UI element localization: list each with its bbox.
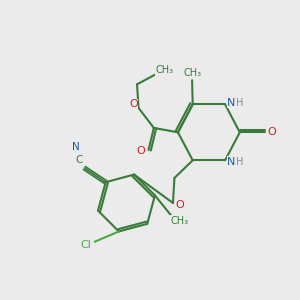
Text: N: N [72,142,80,152]
Text: O: O [175,200,184,210]
Text: H: H [236,98,244,108]
Text: N: N [227,98,236,108]
Text: CH₃: CH₃ [183,68,201,78]
Text: C: C [75,155,83,165]
Text: CH₃: CH₃ [170,216,188,226]
Text: CH₃: CH₃ [156,65,174,76]
Text: O: O [129,99,138,110]
Text: N: N [227,157,236,167]
Text: Cl: Cl [80,240,91,250]
Text: O: O [137,146,146,157]
Text: O: O [267,127,276,137]
Text: H: H [236,157,244,167]
